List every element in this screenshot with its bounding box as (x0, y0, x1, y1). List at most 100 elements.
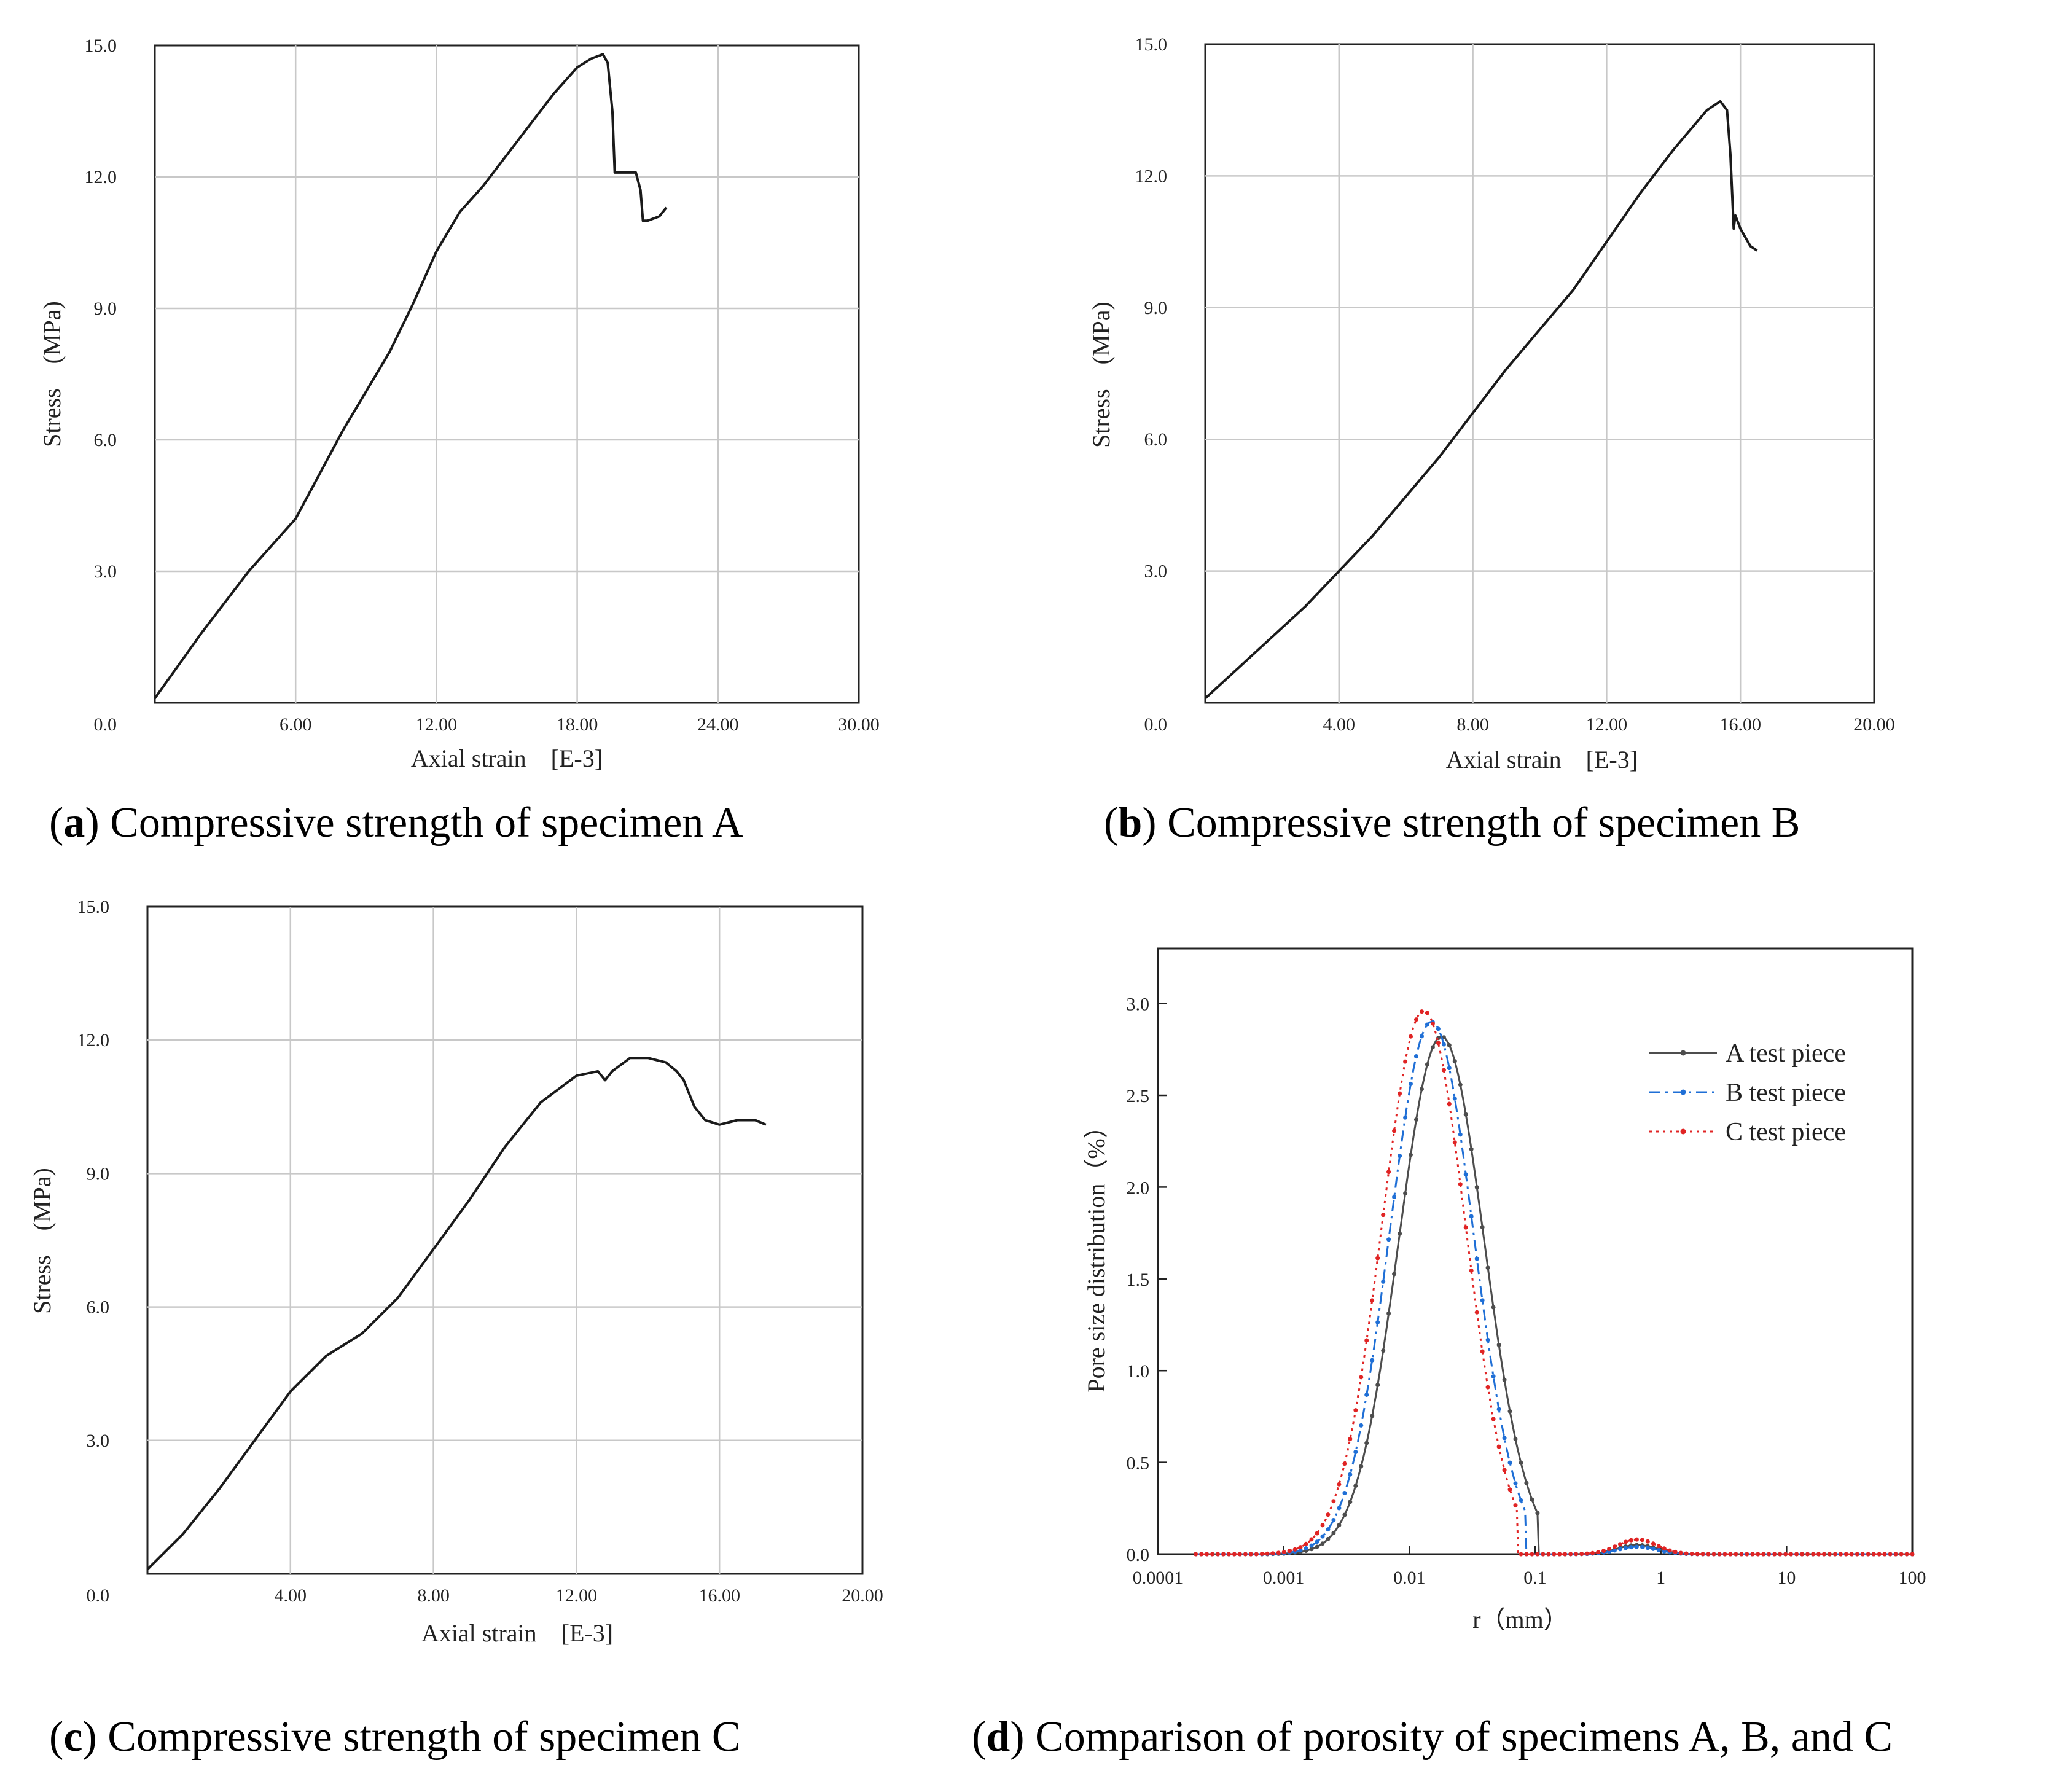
caption-letter-b: b (1118, 799, 1142, 847)
y-tick-label: 3.0 (94, 561, 117, 582)
pore-curve-marker (1816, 1552, 1821, 1557)
pore-curve-marker (1821, 1552, 1826, 1557)
pore-curve-marker (1689, 1552, 1694, 1556)
pore-curve-marker (1320, 1534, 1325, 1539)
pore-curve-marker (1425, 1062, 1429, 1067)
pore-curve-marker (1623, 1539, 1628, 1544)
pore-curve-marker (1513, 1437, 1518, 1441)
pore-curve-marker (1474, 1310, 1479, 1315)
pore-curve-marker (1270, 1551, 1275, 1556)
pore-curve-marker (1871, 1552, 1876, 1557)
pore-curve-marker (1513, 1503, 1518, 1508)
pore-curve-marker (1409, 1152, 1413, 1157)
pore-curve-marker (1601, 1549, 1606, 1554)
pore-curve-marker (1485, 1265, 1490, 1270)
data-series-a (154, 53, 668, 700)
y-tick-label: 1.5 (1127, 1270, 1150, 1290)
pore-curve-marker (1645, 1539, 1650, 1544)
pore-curve-marker (1292, 1547, 1297, 1552)
pore-curve-marker (1761, 1552, 1766, 1557)
y-tick-label: 15.0 (85, 36, 117, 56)
grid-c (147, 907, 862, 1574)
pore-curve-marker (1326, 1527, 1331, 1532)
panel-b-stress-strain-chart: 4.00 8.00 12.00 16.00 20.00 3.0 6.0 9.0 12.0 15.0… (1087, 34, 1895, 847)
pore-curve-marker (1502, 1436, 1507, 1441)
pore-curve-marker (1458, 1082, 1463, 1087)
pore-curve-marker (1452, 1059, 1457, 1064)
x-tick-label: 0.0001 (1133, 1568, 1184, 1588)
pore-curve-marker (1392, 1195, 1397, 1200)
pore-curve-marker (1359, 1423, 1364, 1428)
y-tick-label: 9.0 (94, 299, 117, 319)
grid-b (1205, 44, 1874, 703)
pore-curve-marker (1750, 1552, 1755, 1557)
pore-curve-marker (1739, 1552, 1744, 1557)
pore-curve-marker (1463, 1172, 1468, 1177)
pore-curve-marker (1359, 1464, 1364, 1469)
grid-a (155, 45, 859, 703)
pore-curve-marker (1414, 1117, 1418, 1122)
pore-curve-marker (1199, 1552, 1204, 1557)
pore-curve-marker (1386, 1170, 1391, 1175)
pore-curve-marker (1507, 1409, 1512, 1414)
pore-curve-marker (1364, 1338, 1369, 1343)
pore-curve-marker (1552, 1552, 1557, 1557)
pore-curve-marker (1353, 1408, 1358, 1413)
pore-curve-marker (1882, 1552, 1887, 1557)
y-tick-label: 0.5 (1127, 1453, 1150, 1474)
pore-curve-marker (1656, 1544, 1661, 1549)
pore-curve-marker (1254, 1552, 1259, 1557)
x-tick-label: 12.00 (1586, 714, 1628, 735)
pore-curve-marker (1370, 1358, 1375, 1363)
pore-curve-marker (1331, 1518, 1336, 1522)
pore-curve-marker (1491, 1374, 1496, 1379)
plot-area-d (1157, 947, 1914, 1555)
pore-curve-marker (1513, 1481, 1518, 1486)
legend-label: A test piece (1726, 1039, 1846, 1068)
y-tick-label: 12.0 (77, 1030, 110, 1050)
tick-labels-a: 6.00 12.00 18.00 24.00 30.00 3.0 6.0 9.0 12.0 15.… (85, 36, 880, 735)
pore-curve-marker (1843, 1552, 1848, 1557)
pore-curve-marker (1403, 1191, 1408, 1196)
legend-marker (1680, 1089, 1686, 1095)
x-tick-label: 12.00 (416, 714, 458, 735)
pore-curve-marker (1805, 1552, 1810, 1557)
pore-curve-marker (1496, 1444, 1501, 1449)
y-axis-label-a: Stress (MPa) (38, 301, 66, 447)
pore-curve-marker (1398, 1091, 1402, 1096)
pore-curve-marker (1420, 1087, 1424, 1092)
pore-curve-marker (1337, 1482, 1342, 1487)
pore-curve-marker (1860, 1552, 1865, 1557)
pore-curve-marker (1530, 1552, 1534, 1557)
pore-curve-marker (1414, 1054, 1418, 1059)
pore-curve-marker (1315, 1539, 1319, 1544)
pore-curve-marker (1430, 1045, 1435, 1050)
y-axis-label-b: Stress (MPa) (1087, 302, 1115, 448)
pore-curve-marker (1613, 1544, 1617, 1549)
pore-curve-marker (1304, 1546, 1308, 1550)
pore-curve-marker (1353, 1450, 1358, 1455)
pore-curve-marker (1375, 1256, 1380, 1261)
pore-curve-marker (1838, 1552, 1843, 1557)
pore-series-c (1194, 1009, 1915, 1557)
x-tick-label: 10 (1777, 1568, 1796, 1588)
y-axis-label-d: Pore size distribution（%） (1082, 1114, 1110, 1392)
pore-curve-marker (1618, 1547, 1622, 1552)
legend-marker (1680, 1050, 1686, 1056)
x-tick-label: 8.00 (1456, 714, 1489, 735)
pore-curve-marker (1210, 1552, 1214, 1557)
pore-curve-marker (1778, 1552, 1783, 1557)
pore-curve-marker (1634, 1544, 1639, 1549)
pore-curve-marker (1899, 1552, 1904, 1557)
pore-curve-marker (1447, 1043, 1452, 1047)
pore-curve-marker (1348, 1472, 1353, 1477)
pore-curve-marker (1259, 1552, 1264, 1556)
pore-curve-marker (1651, 1541, 1656, 1546)
caption-text-d: Comparison of porosity of specimens A, B… (1035, 1713, 1893, 1761)
pore-curve-marker (1441, 1068, 1446, 1073)
pore-curve-marker (1811, 1552, 1815, 1557)
data-series-b (1204, 100, 1758, 700)
pore-curve-marker (1298, 1548, 1303, 1553)
pore-curve-marker (1353, 1484, 1358, 1488)
pore-curve-marker (1866, 1552, 1871, 1557)
